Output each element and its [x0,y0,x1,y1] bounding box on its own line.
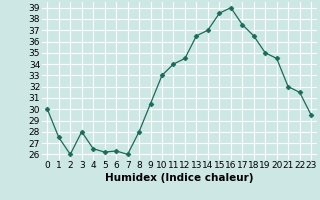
X-axis label: Humidex (Indice chaleur): Humidex (Indice chaleur) [105,173,253,183]
